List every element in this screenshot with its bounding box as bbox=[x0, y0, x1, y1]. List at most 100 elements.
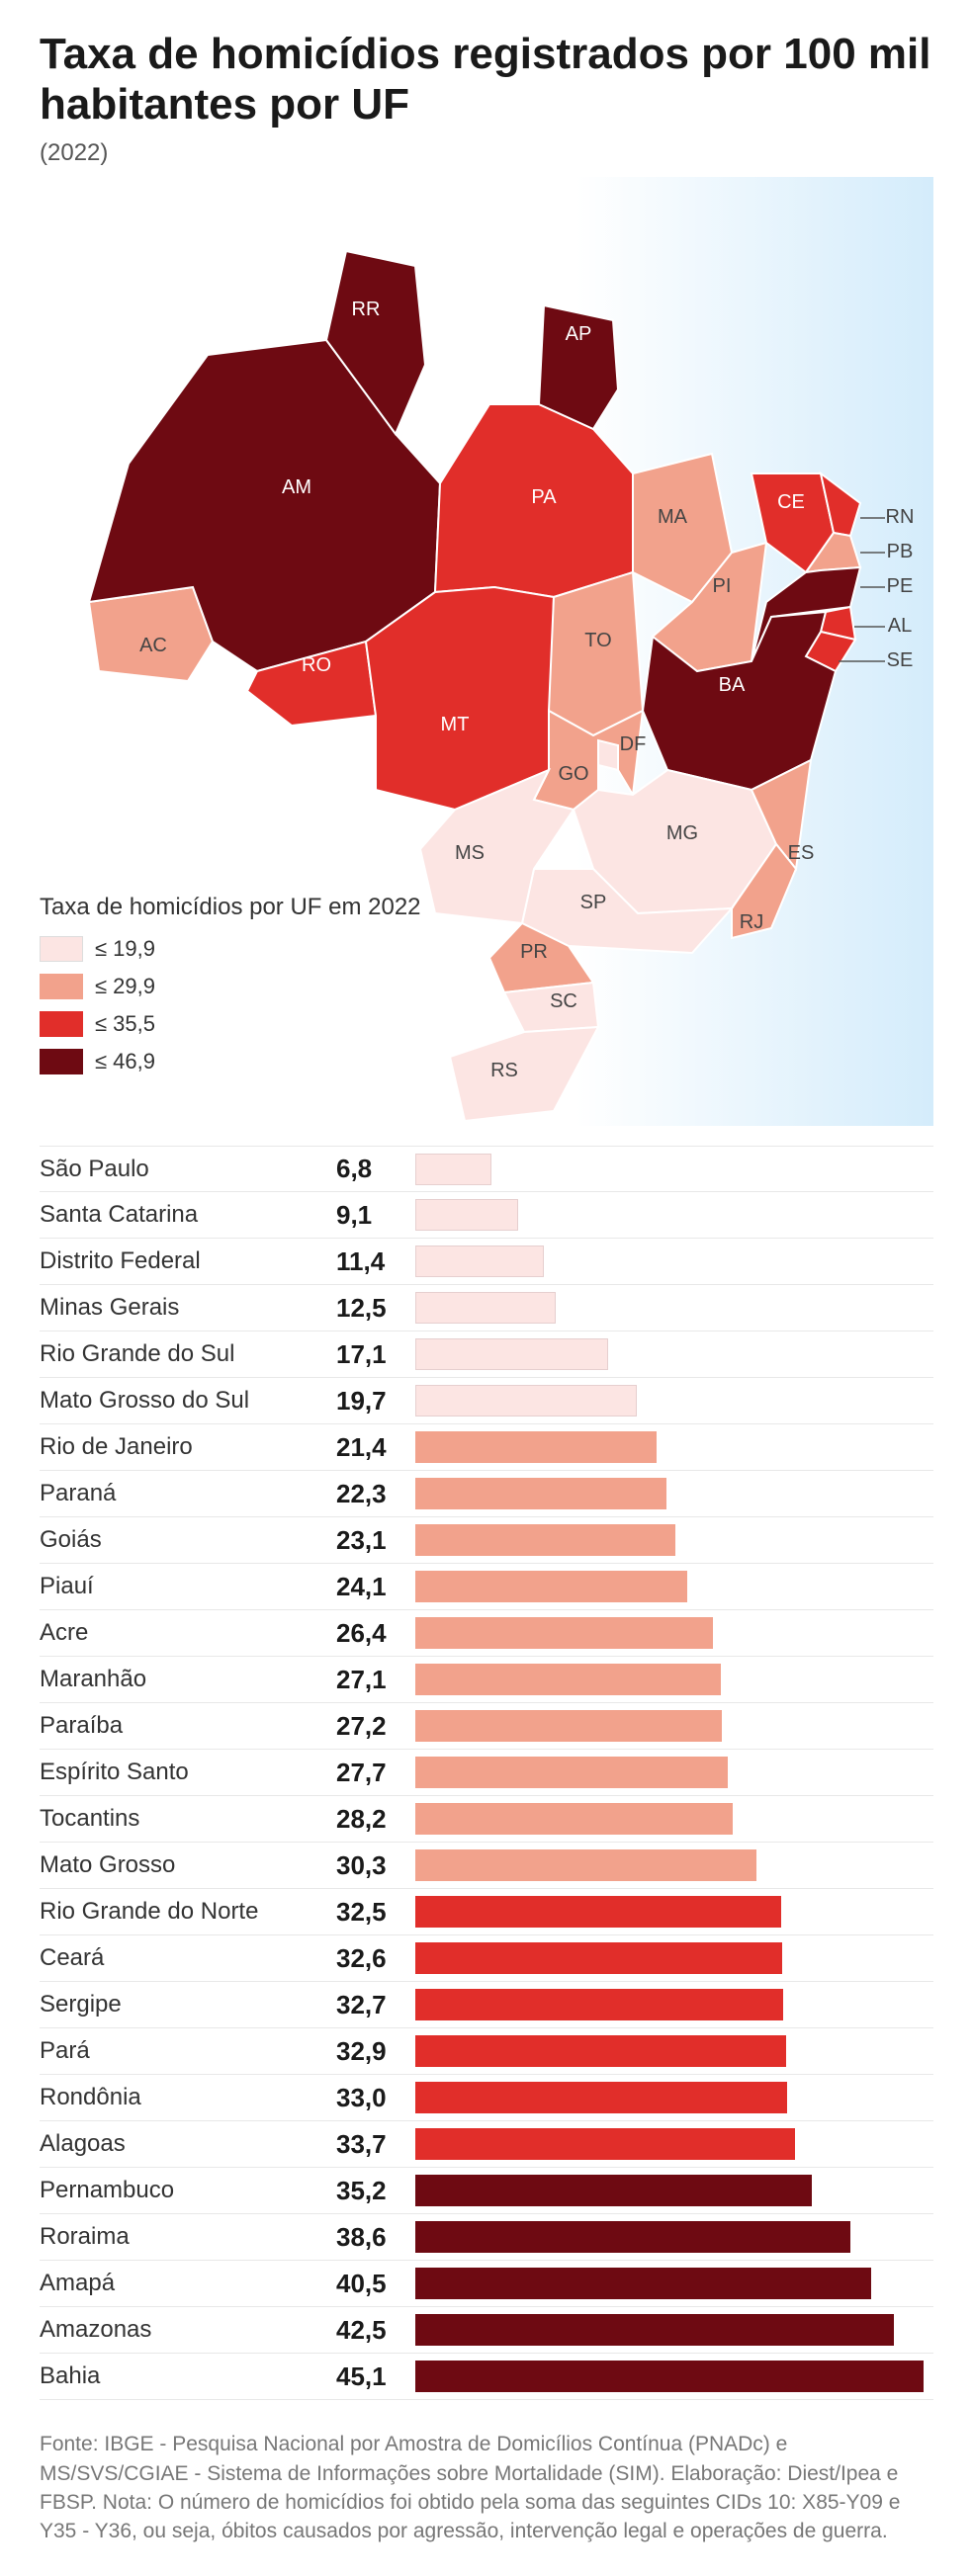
bar-track bbox=[415, 2175, 933, 2206]
bar-value: 23,1 bbox=[336, 1525, 415, 1556]
bar-track bbox=[415, 1154, 933, 1185]
bar-fill bbox=[415, 2221, 850, 2253]
bar-fill bbox=[415, 1524, 675, 1556]
bar-track bbox=[415, 2314, 933, 2346]
bar-fill bbox=[415, 1617, 713, 1649]
bar-fill bbox=[415, 1664, 721, 1695]
bar-track bbox=[415, 1292, 933, 1324]
state-label-rr: RR bbox=[352, 299, 381, 320]
bar-fill bbox=[415, 2128, 795, 2160]
bar-row: Amapá40,5 bbox=[40, 2261, 933, 2307]
state-label-sc: SC bbox=[550, 990, 577, 1012]
bar-row: Distrito Federal11,4 bbox=[40, 1239, 933, 1285]
bar-fill bbox=[415, 2082, 787, 2113]
legend-label: ≤ 29,9 bbox=[95, 974, 155, 999]
bar-value: 30,3 bbox=[336, 1850, 415, 1881]
state-label-rn: RN bbox=[886, 506, 915, 528]
bar-fill bbox=[415, 1292, 556, 1324]
bar-value: 45,1 bbox=[336, 2361, 415, 2392]
bar-value: 21,4 bbox=[336, 1432, 415, 1463]
legend-row: ≤ 19,9 bbox=[40, 936, 421, 962]
bar-name: Espírito Santo bbox=[40, 1759, 336, 1786]
bar-fill bbox=[415, 2268, 871, 2299]
chart-year: (2022) bbox=[40, 139, 933, 167]
bar-track bbox=[415, 1757, 933, 1788]
bar-fill bbox=[415, 2361, 924, 2392]
bar-row: Pernambuco35,2 bbox=[40, 2168, 933, 2214]
state-label-mg: MG bbox=[666, 822, 698, 844]
state-label-ac: AC bbox=[139, 635, 167, 656]
bar-name: Mato Grosso do Sul bbox=[40, 1387, 336, 1415]
legend-label: ≤ 19,9 bbox=[95, 936, 155, 962]
bar-row: Rio Grande do Norte32,5 bbox=[40, 1889, 933, 1935]
bar-row: Bahia45,1 bbox=[40, 2354, 933, 2400]
bar-track bbox=[415, 1245, 933, 1277]
state-label-ma: MA bbox=[658, 506, 688, 528]
bar-track bbox=[415, 1617, 933, 1649]
bar-value: 42,5 bbox=[336, 2315, 415, 2346]
bar-value: 12,5 bbox=[336, 1293, 415, 1324]
bar-track bbox=[415, 1199, 933, 1231]
bar-track bbox=[415, 1896, 933, 1928]
bar-value: 27,1 bbox=[336, 1665, 415, 1695]
bar-row: Goiás23,1 bbox=[40, 1517, 933, 1564]
bar-name: Minas Gerais bbox=[40, 1294, 336, 1322]
state-label-pi: PI bbox=[713, 575, 732, 597]
bar-track bbox=[415, 1803, 933, 1835]
legend-swatch bbox=[40, 1011, 83, 1037]
map-legend: Taxa de homicídios por UF em 2022 ≤ 19,9… bbox=[40, 892, 421, 1086]
bar-name: São Paulo bbox=[40, 1156, 336, 1183]
bar-fill bbox=[415, 1849, 756, 1881]
bar-track bbox=[415, 1338, 933, 1370]
bar-track bbox=[415, 2361, 933, 2392]
bar-fill bbox=[415, 2035, 786, 2067]
state-to bbox=[549, 572, 643, 735]
state-label-ce: CE bbox=[777, 491, 805, 513]
bar-name: Paraíba bbox=[40, 1712, 336, 1740]
bar-name: Goiás bbox=[40, 1526, 336, 1554]
bar-name: Sergipe bbox=[40, 1991, 336, 2018]
bar-row: Acre26,4 bbox=[40, 1610, 933, 1657]
bar-name: Roraima bbox=[40, 2223, 336, 2251]
bar-value: 33,7 bbox=[336, 2129, 415, 2160]
bar-name: Rio Grande do Sul bbox=[40, 1340, 336, 1368]
state-mt bbox=[366, 587, 554, 810]
legend-title: Taxa de homicídios por UF em 2022 bbox=[40, 892, 421, 922]
bar-name: Paraná bbox=[40, 1480, 336, 1507]
bar-track bbox=[415, 2128, 933, 2160]
bar-track bbox=[415, 1571, 933, 1602]
state-label-to: TO bbox=[584, 630, 611, 651]
bar-value: 35,2 bbox=[336, 2176, 415, 2206]
bar-value: 17,1 bbox=[336, 1339, 415, 1370]
bar-fill bbox=[415, 1989, 783, 2020]
state-label-pa: PA bbox=[531, 486, 557, 508]
bar-fill bbox=[415, 1338, 608, 1370]
bar-track bbox=[415, 2035, 933, 2067]
bar-row: Mato Grosso do Sul19,7 bbox=[40, 1378, 933, 1424]
state-label-ba: BA bbox=[719, 674, 746, 696]
bar-fill bbox=[415, 1478, 666, 1509]
legend-row: ≤ 46,9 bbox=[40, 1049, 421, 1074]
bar-track bbox=[415, 1942, 933, 1974]
bar-row: Rondônia33,0 bbox=[40, 2075, 933, 2121]
bar-value: 33,0 bbox=[336, 2083, 415, 2113]
state-label-rj: RJ bbox=[740, 911, 763, 933]
bar-fill bbox=[415, 1942, 782, 1974]
bar-name: Pernambuco bbox=[40, 2177, 336, 2204]
bar-fill bbox=[415, 1154, 491, 1185]
bar-value: 27,7 bbox=[336, 1758, 415, 1788]
bar-value: 24,1 bbox=[336, 1572, 415, 1602]
legend-swatch bbox=[40, 936, 83, 962]
state-label-es: ES bbox=[788, 842, 815, 864]
bar-row: Maranhão27,1 bbox=[40, 1657, 933, 1703]
bar-row: Rio Grande do Sul17,1 bbox=[40, 1331, 933, 1378]
bar-name: Amazonas bbox=[40, 2316, 336, 2344]
bar-track bbox=[415, 1431, 933, 1463]
bar-value: 28,2 bbox=[336, 1804, 415, 1835]
bar-value: 27,2 bbox=[336, 1711, 415, 1742]
bar-name: Tocantins bbox=[40, 1805, 336, 1833]
bar-track bbox=[415, 1710, 933, 1742]
bar-name: Rio de Janeiro bbox=[40, 1433, 336, 1461]
bar-fill bbox=[415, 1245, 544, 1277]
bar-value: 38,6 bbox=[336, 2222, 415, 2253]
